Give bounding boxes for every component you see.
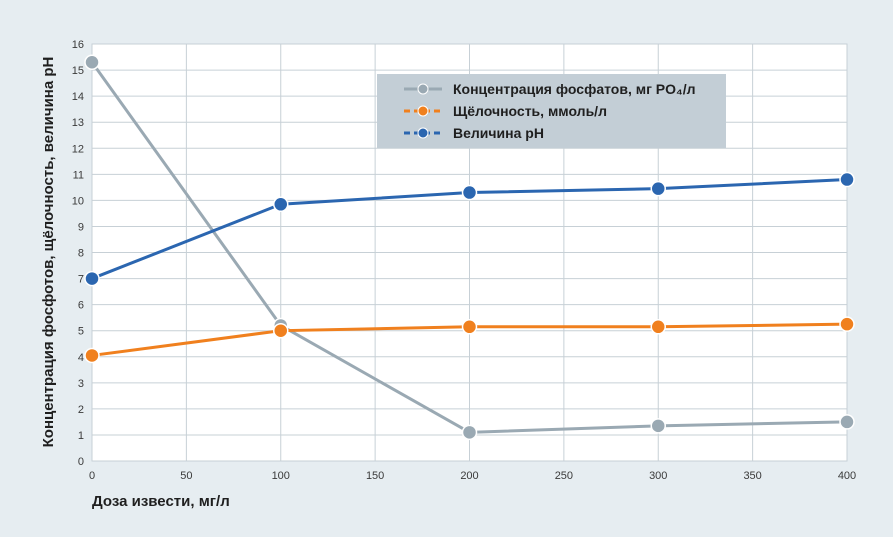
x-tick-label: 200 xyxy=(460,470,478,482)
y-tick-label: 12 xyxy=(72,143,84,155)
y-tick-label: 9 xyxy=(78,221,84,233)
y-tick-label: 14 xyxy=(72,91,84,103)
legend-marker xyxy=(417,83,429,95)
y-tick-label: 6 xyxy=(78,300,84,312)
y-tick-label: 7 xyxy=(78,274,84,286)
x-tick-label: 150 xyxy=(366,470,384,482)
legend-label: Величина pH xyxy=(453,125,544,141)
y-tick-label: 10 xyxy=(72,195,84,207)
legend-label: Щёлочность, ммоль/л xyxy=(453,103,607,119)
y-tick-label: 4 xyxy=(78,352,84,364)
y-tick-label: 3 xyxy=(78,378,84,390)
y-tick-label: 1 xyxy=(78,430,84,442)
legend-marker xyxy=(417,105,429,117)
x-axis-title: Доза извести, мг/л xyxy=(92,493,230,510)
data-point xyxy=(84,347,100,364)
y-tick-label: 0 xyxy=(78,456,84,468)
series-group xyxy=(84,54,855,441)
data-point xyxy=(273,196,289,213)
data-point xyxy=(84,270,100,287)
x-tick-label: 300 xyxy=(649,470,667,482)
data-point xyxy=(839,316,855,332)
y-tick-label: 13 xyxy=(72,117,84,129)
y-tick-label: 11 xyxy=(73,169,84,181)
data-point xyxy=(650,418,666,434)
data-point xyxy=(461,319,478,335)
x-tick-label: 100 xyxy=(272,470,290,482)
y-tick-label: 16 xyxy=(72,39,84,51)
data-point xyxy=(461,184,478,201)
data-point xyxy=(273,322,289,339)
data-point xyxy=(461,424,478,441)
data-point xyxy=(839,414,855,430)
legend-label: Концентрация фосфатов, мг PO₄/л xyxy=(453,81,696,97)
data-point xyxy=(839,171,855,188)
data-point xyxy=(650,319,666,335)
data-point xyxy=(84,54,100,70)
y-tick-label: 5 xyxy=(78,326,84,338)
y-tick-label: 8 xyxy=(78,248,84,260)
x-tick-label: 400 xyxy=(838,470,856,482)
legend: Концентрация фосфатов, мг PO₄/л Щёлочност… xyxy=(377,74,726,148)
x-tick-label: 0 xyxy=(89,470,95,482)
y-tick-label: 15 xyxy=(72,65,84,77)
y-axis-title: Концентрация фосфотов, щёлочность, велич… xyxy=(40,57,57,448)
data-point xyxy=(650,180,666,197)
legend-marker xyxy=(417,127,429,139)
x-tick-label: 50 xyxy=(180,470,192,482)
y-tick-label: 2 xyxy=(78,404,84,416)
x-tick-label: 250 xyxy=(555,470,573,482)
x-tick-label: 350 xyxy=(743,470,761,482)
